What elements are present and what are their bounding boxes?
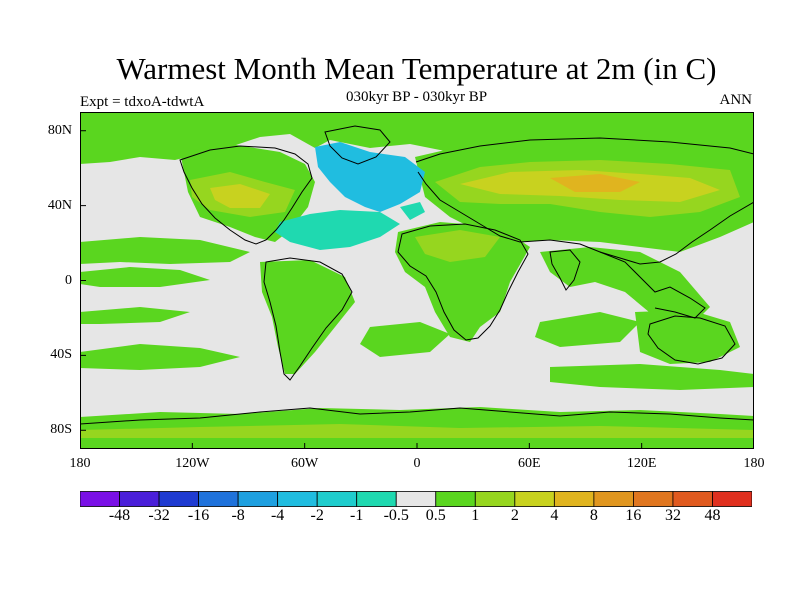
colorbar-box [514,491,555,507]
field-region-atlantic-cool [275,210,400,250]
coast-southeast-asia [599,251,706,319]
coast-south-america [263,257,353,381]
coast-australia [647,315,736,365]
lat-tick-label: 80N [47,122,72,138]
coast-africa [397,223,529,341]
colorbar-label: -8 [231,507,245,524]
colorbar-box [553,491,595,507]
lon-tick-label: 120E [626,456,657,471]
colorbar-box [633,491,674,507]
field-region-sahara [415,230,500,262]
axis-ticks [80,130,754,449]
lon-tick-label: 180 [743,456,765,471]
colorbar-label: 0.5 [425,507,446,524]
colorbar-box [237,491,279,507]
lat-tick-label: 40S [50,347,72,363]
colorbar-label: -32 [148,507,170,524]
field-region-south-america [260,260,355,374]
colorbar-label: -2 [310,507,324,524]
field-region-south-atlantic [360,322,450,357]
map-title: Warmest Month Mean Temperature at 2m (in… [116,51,717,86]
field-region-pacific-north [80,237,250,264]
map-subtitle: 030kyr BP - 030kyr BP [345,89,488,105]
coast-india [549,249,581,291]
field-region-southern-band [550,364,754,390]
field-region-north-atlantic-cool [315,142,425,212]
lon-tick-label: 60E [518,456,541,471]
colorbar-label: 48 [704,507,721,524]
colorbar-box [80,491,120,507]
colorbar-box [356,491,397,507]
colorbar-label: -4 [270,507,285,524]
season-label: ANN [719,92,753,108]
field-region-eurasia-hot [550,174,640,192]
colorbar-box [593,491,634,507]
colorbar-label: -1 [350,507,364,524]
lat-tick-label: 40N [47,197,72,213]
colorbar-box [712,491,752,507]
lat-tick-label: 80S [50,422,72,438]
field-region-antarctic-lime [80,424,754,438]
lat-tick-label: 0 [65,272,72,288]
field-region-atlantic-cool-east [400,202,425,220]
lon-tick-label: 0 [413,456,421,471]
colorbar-label: -48 [108,507,131,524]
colorbar-box [474,491,516,507]
map-field [80,112,754,449]
colorbar [80,491,752,507]
lon-tick-label: 60W [291,456,319,471]
lon-tick-label: 120W [175,456,210,471]
colorbar-label: 16 [625,507,642,524]
colorbar-box [435,491,476,507]
colorbar-label: -16 [187,507,210,524]
colorbar-label: 8 [589,507,598,524]
coastlines [80,125,754,425]
colorbar-box [395,491,437,507]
lon-tick-label: 180 [69,456,91,471]
field-region-south-indian [535,312,640,347]
field-region-south-asia [540,247,710,327]
field-region-pacific-west [80,307,190,324]
colorbar-label: 2 [510,507,519,524]
coast-antarctica [80,407,754,425]
field-region-pacific-equator [80,267,210,287]
experiment-label: Expt = tdxoA-tdwtA [80,94,205,110]
coast-north-america [179,145,313,245]
colorbar-label: 1 [471,507,480,524]
colorbar-label: -0.5 [383,507,409,524]
temperature-map [80,112,754,449]
coast-greenland [324,125,391,165]
colorbar-box [316,491,358,507]
colorbar-label: 4 [550,507,559,524]
field-region-south-pacific [80,344,240,370]
colorbar-label: 32 [664,507,681,524]
colorbar-box [277,491,318,507]
colorbar-box [672,491,713,507]
colorbar-box [198,491,239,507]
field-region-na-warmer [210,184,270,208]
colorbar-box [158,491,199,507]
colorbar-box [119,491,160,507]
coast-eurasia [415,137,754,265]
